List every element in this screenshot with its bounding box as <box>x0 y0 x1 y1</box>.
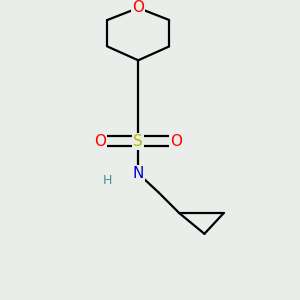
Text: S: S <box>134 134 143 149</box>
Text: O: O <box>132 0 144 15</box>
Text: N: N <box>133 166 144 181</box>
Text: O: O <box>94 134 106 149</box>
Text: O: O <box>170 134 182 149</box>
Text: H: H <box>103 174 112 188</box>
